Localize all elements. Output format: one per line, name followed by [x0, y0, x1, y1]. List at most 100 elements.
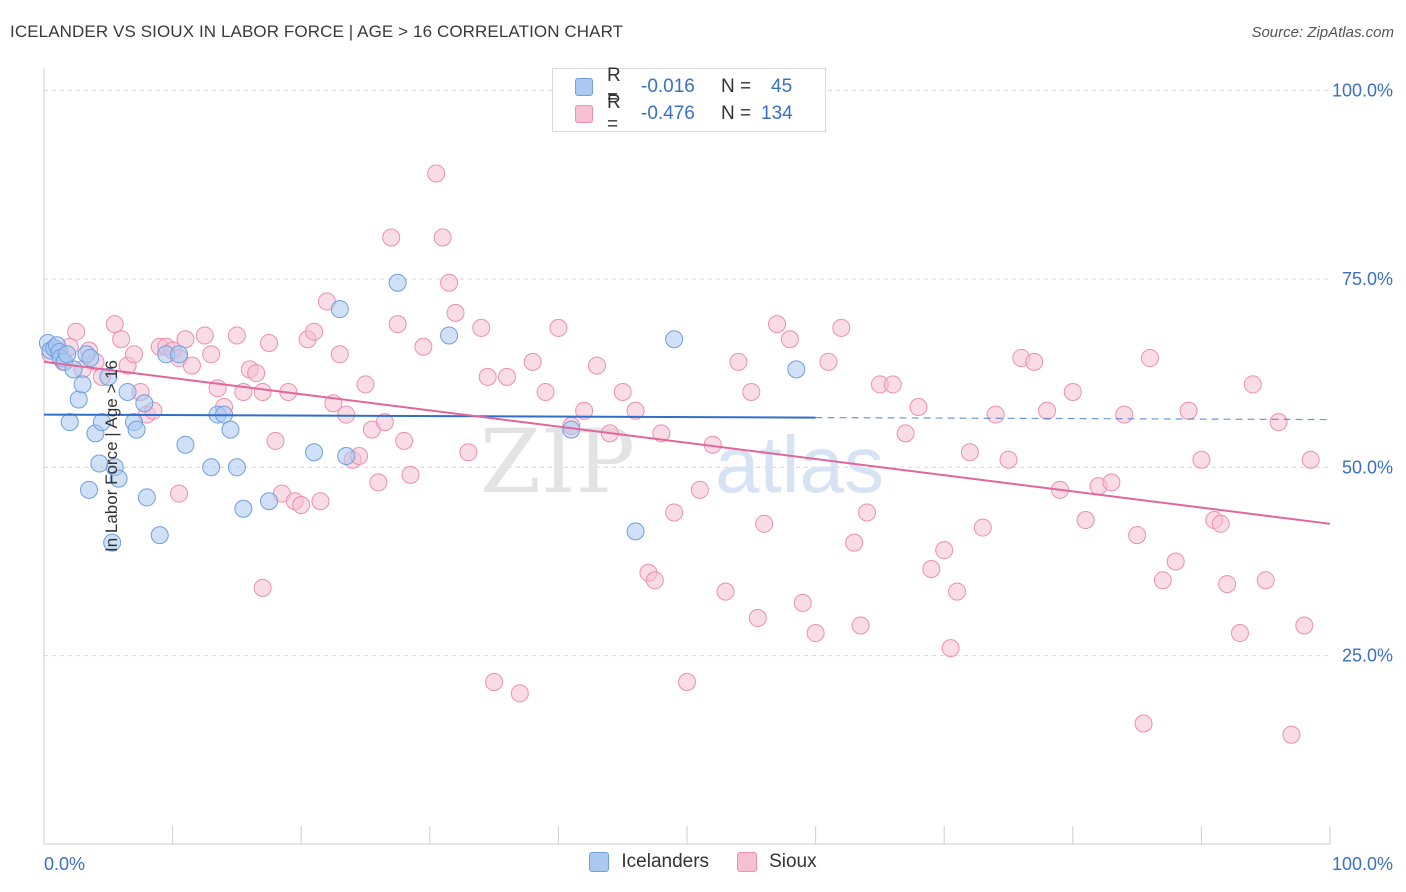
icelanders-point — [127, 420, 146, 439]
sioux-point — [1295, 616, 1314, 635]
icelanders-point — [388, 273, 407, 292]
icelanders-point — [73, 375, 92, 394]
n-label: N = — [721, 76, 752, 97]
r-label: R = — [607, 92, 621, 135]
y-tick-label: 25.0% — [1342, 646, 1393, 666]
sioux-point — [832, 318, 851, 337]
sioux-point — [896, 424, 915, 443]
sioux-point — [999, 450, 1018, 469]
sioux-point — [523, 352, 542, 371]
y-axis-label: In Labor Force | Age > 16 — [102, 359, 122, 553]
sioux-point — [253, 578, 272, 597]
icelanders-point — [81, 349, 100, 368]
icelanders-point — [787, 360, 806, 379]
sioux-point — [678, 673, 696, 692]
sioux-point — [755, 514, 774, 533]
sioux-trend-line — [43, 360, 1331, 525]
sioux-point — [414, 337, 433, 356]
sioux-point — [330, 345, 349, 364]
legend-label-icelanders: Icelanders — [621, 851, 710, 872]
r-value: -0.476 — [641, 103, 695, 124]
sioux-point — [388, 315, 407, 334]
icelanders-point — [221, 420, 240, 439]
n-value: 134 — [761, 103, 793, 124]
r-label: R = — [607, 65, 621, 108]
sioux-point — [845, 533, 864, 552]
sioux-point — [1243, 375, 1262, 394]
sioux-point — [337, 405, 356, 424]
n-label: N = — [721, 103, 752, 124]
y-tick-labels: 25.0% 50.0% 75.0% 100.0% — [1332, 81, 1393, 666]
icelanders-point — [80, 480, 99, 499]
sioux-point — [292, 495, 311, 514]
sioux-point — [176, 330, 195, 349]
legend-label-sioux: Sioux — [769, 851, 817, 872]
sioux-point — [1301, 450, 1320, 469]
icelanders-point — [58, 345, 77, 364]
sioux-point — [780, 330, 799, 349]
sioux-point — [1153, 571, 1172, 590]
sioux-point — [247, 364, 266, 383]
sioux-point — [375, 413, 394, 432]
icelanders-point — [69, 390, 88, 409]
sioux-point — [986, 405, 1005, 424]
sioux-point — [960, 443, 979, 462]
sioux-point — [768, 315, 787, 334]
icelanders-points — [38, 273, 806, 552]
sioux-point — [497, 367, 516, 386]
series-legend: Icelanders Sioux — [0, 851, 1406, 873]
sioux-legend-swatch — [737, 852, 758, 872]
sioux-point — [1282, 725, 1301, 744]
sioux-point — [819, 352, 838, 371]
sioux-point — [1102, 473, 1121, 492]
sioux-point — [1128, 526, 1147, 545]
source-label: Source: ZipAtlas.com — [1251, 24, 1394, 41]
sioux-point — [665, 503, 684, 522]
icelanders-trend-extension — [815, 416, 1331, 421]
sioux-point — [105, 315, 124, 334]
chart-title: ICELANDER VS SIOUX IN LABOR FORCE | AGE … — [10, 22, 624, 41]
sioux-point — [909, 398, 928, 417]
legend-item-icelanders[interactable]: Icelanders — [589, 851, 709, 873]
x-tick-labels: 0.0% 100.0% — [44, 854, 1393, 874]
r-value: -0.016 — [641, 76, 695, 97]
sioux-point — [253, 382, 272, 401]
sioux-point — [1025, 352, 1044, 371]
icelanders-point — [118, 382, 137, 401]
sioux-point — [806, 624, 825, 643]
icelanders-point — [202, 458, 221, 477]
sioux-point — [382, 228, 401, 247]
legend-item-sioux[interactable]: Sioux — [737, 851, 817, 873]
sioux-point — [427, 164, 446, 183]
sioux-point — [935, 541, 954, 560]
sioux-point — [858, 503, 877, 522]
icelanders-point — [227, 458, 246, 477]
sioux-point — [1134, 714, 1153, 733]
y-tick-label: 75.0% — [1342, 269, 1393, 289]
sioux-point — [922, 560, 941, 579]
sioux-points — [41, 164, 1320, 744]
sioux-point — [1076, 511, 1095, 530]
icelanders-point — [92, 413, 111, 432]
sioux-point — [729, 352, 748, 371]
sioux-point — [652, 424, 671, 443]
sioux-point — [1166, 552, 1185, 571]
sioux-point — [613, 382, 632, 401]
sioux-point — [125, 345, 144, 364]
sioux-point — [575, 401, 594, 420]
icelanders-point — [64, 360, 83, 379]
icelanders-point — [60, 413, 79, 432]
sioux-point — [485, 673, 504, 692]
icelanders-point — [260, 492, 279, 511]
sioux-point — [112, 330, 131, 349]
sioux-point — [973, 518, 992, 537]
sioux-point — [1230, 624, 1249, 643]
sioux-point — [266, 431, 285, 450]
sioux-point — [851, 616, 870, 635]
sioux-point — [182, 356, 201, 375]
icelanders-point — [137, 488, 156, 507]
sioux-point — [536, 382, 555, 401]
stats-row-sioux: R = -0.476 N = 134 — [575, 92, 793, 135]
sioux-point — [472, 318, 491, 337]
